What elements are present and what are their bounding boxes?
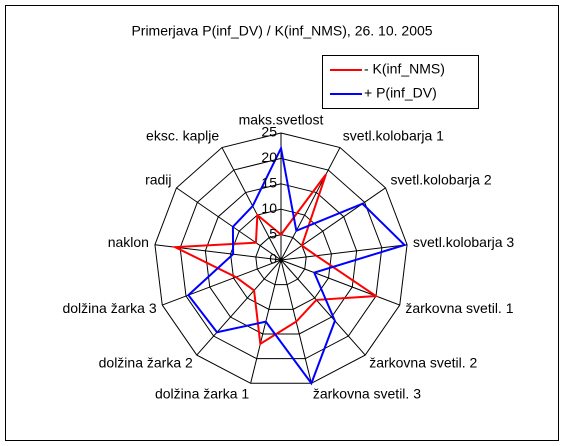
category-label: žarkovna svetil. 3	[313, 386, 421, 402]
grid-line	[255, 234, 307, 286]
legend-label: - K(inf_NMS)	[364, 61, 445, 77]
series-line	[187, 145, 407, 386]
y-tick-label: 20	[261, 149, 277, 165]
legend-label: + P(inf_DV)	[364, 85, 437, 101]
spoke	[176, 187, 282, 261]
category-label: maks.svetlost	[239, 112, 324, 128]
spoke	[280, 259, 366, 356]
y-tick-label: 25	[261, 124, 277, 140]
category-label: svetl.kolobarja 3	[413, 234, 514, 250]
y-tick-label: 5	[269, 225, 277, 241]
category-label: radij	[145, 172, 171, 188]
y-tick-label: 10	[261, 200, 277, 216]
category-label: svetl.kolobarja 2	[390, 172, 491, 188]
spoke	[196, 259, 282, 356]
y-tick-label: 15	[261, 175, 277, 191]
category-label: dolžina žarka 2	[99, 355, 193, 371]
spoke	[221, 147, 282, 261]
grid-line	[154, 132, 408, 384]
grid-line	[204, 183, 358, 335]
category-label: dolžina žarka 1	[155, 386, 249, 402]
spoke	[280, 259, 400, 306]
y-tick-label: 0	[269, 251, 277, 267]
category-label: eksc. kaplje	[146, 128, 219, 144]
spoke	[280, 147, 341, 261]
category-label: žarkovna svetil. 1	[405, 300, 513, 316]
spoke	[280, 187, 386, 261]
spoke	[280, 244, 408, 261]
chart-title: Primerjava P(inf_DV) / K(inf_NMS), 26. 1…	[131, 23, 432, 39]
series-line	[171, 173, 379, 346]
spoke	[162, 259, 282, 306]
grid-line	[230, 208, 332, 310]
category-label: naklon	[108, 234, 149, 250]
category-label: dolžina žarka 3	[62, 300, 156, 316]
category-label: svetl.kolobarja 1	[343, 128, 444, 144]
legend	[322, 55, 479, 109]
category-label: žarkovna svetil. 2	[369, 355, 477, 371]
